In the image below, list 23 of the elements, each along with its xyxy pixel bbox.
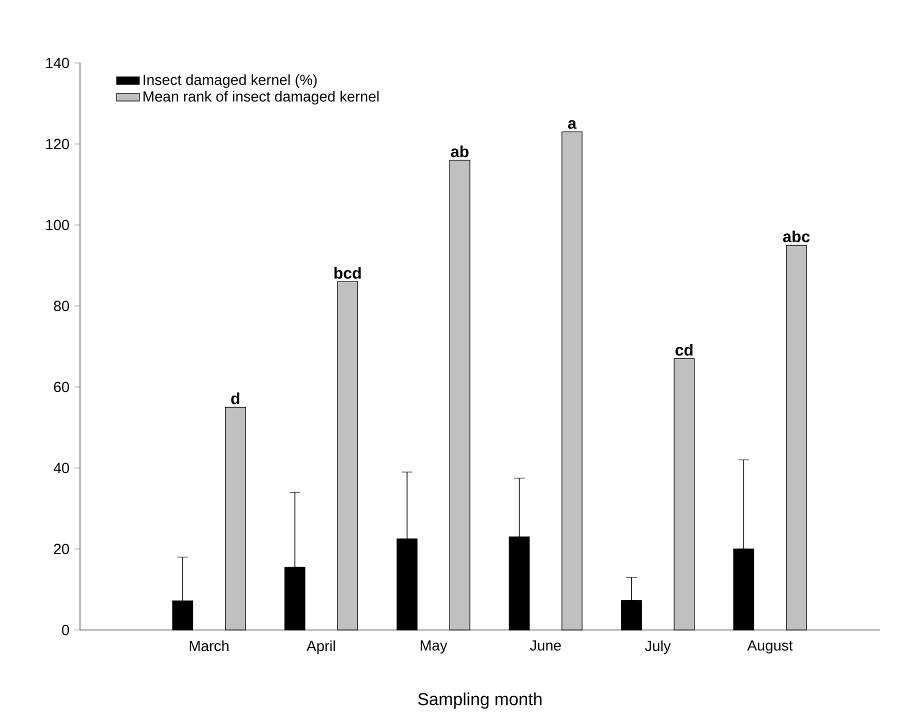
y-tick-label: 60 xyxy=(54,382,70,392)
x-tick-label: July xyxy=(645,640,671,654)
y-tick-label: 140 xyxy=(46,58,70,68)
x-axis-title: Sampling month xyxy=(418,692,542,709)
x-tick-label: May xyxy=(420,640,448,654)
legend-label: Insect damaged kernel (%) xyxy=(144,74,317,88)
legend-label: Mean rank of insect damaged kernel xyxy=(144,90,379,105)
y-tick-label: 120 xyxy=(46,138,70,150)
y-tick-label: 100 xyxy=(46,220,70,230)
annotation: bcd xyxy=(334,267,361,279)
y-tick-label: 40 xyxy=(54,462,70,474)
y-tick-label: 20 xyxy=(54,544,70,554)
annotation: ab xyxy=(450,146,468,158)
y-tick-label: 0 xyxy=(62,624,70,636)
y-tick-label: 80 xyxy=(54,300,70,312)
x-tick-label: March xyxy=(190,640,228,652)
annotation: cd xyxy=(675,344,692,356)
annotation: d xyxy=(231,392,240,404)
x-tick-label: August xyxy=(747,640,793,654)
annotation: a xyxy=(568,120,577,129)
annotation: abc xyxy=(783,230,810,242)
x-tick-label: June xyxy=(530,640,561,651)
x-tick-label: April xyxy=(306,640,335,654)
